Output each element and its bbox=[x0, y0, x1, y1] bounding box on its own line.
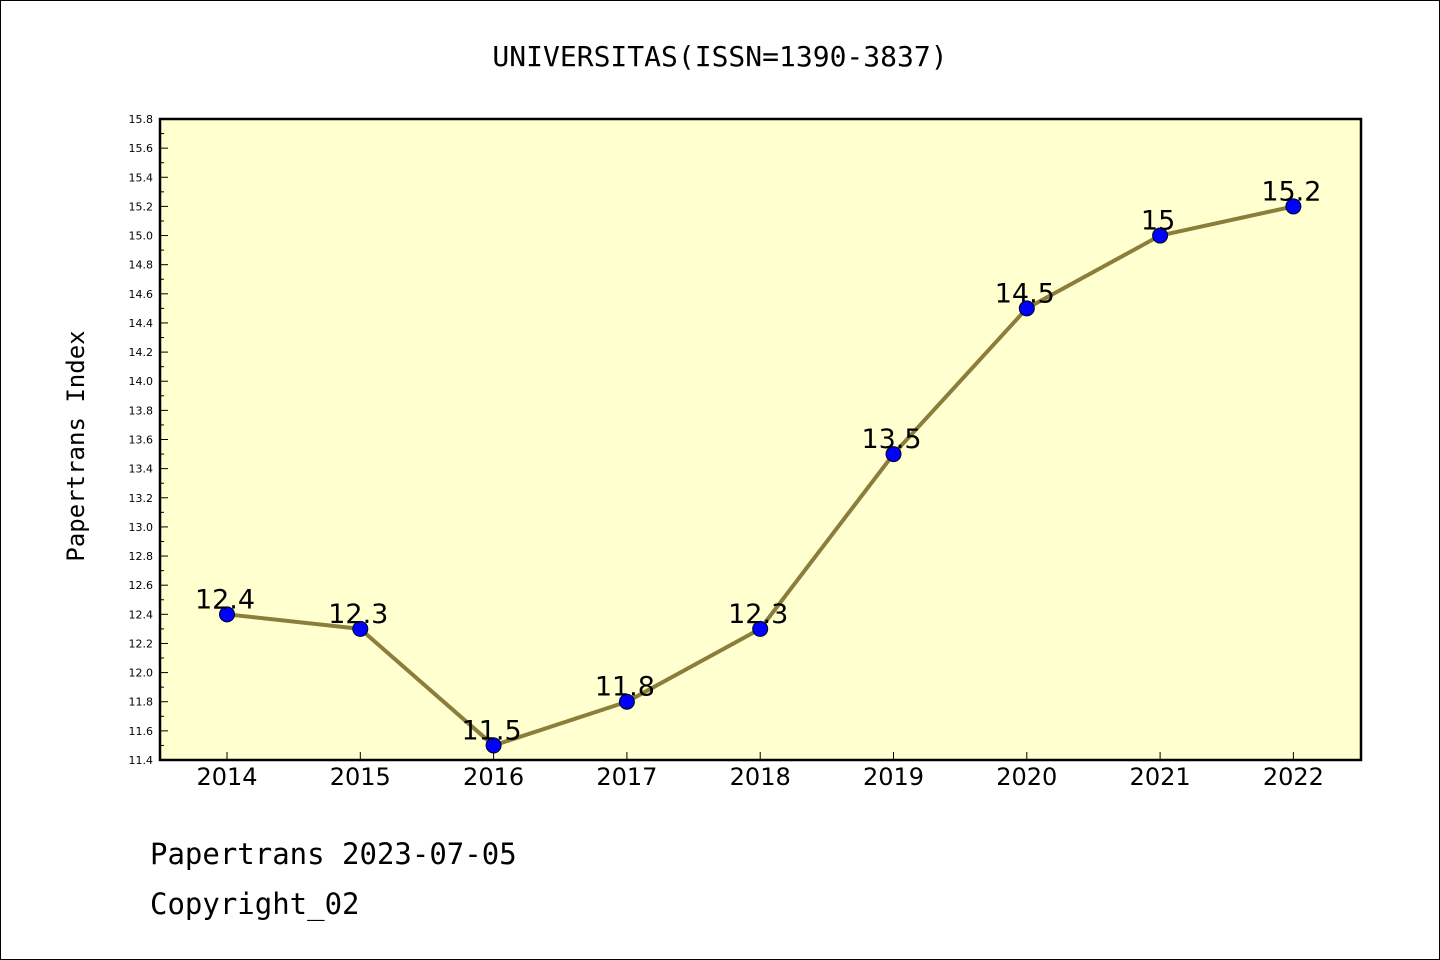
y-tick-label: 12.4 bbox=[129, 608, 154, 621]
y-tick-label: 13.2 bbox=[129, 492, 154, 505]
y-tick-label: 13.6 bbox=[129, 434, 154, 447]
y-tick-label: 14.2 bbox=[129, 346, 154, 359]
data-label: 12.3 bbox=[728, 599, 788, 630]
x-tick-label: 2014 bbox=[196, 763, 257, 791]
y-tick-label: 12.2 bbox=[129, 637, 154, 650]
data-label: 11.5 bbox=[462, 715, 522, 746]
data-point bbox=[1018, 300, 1035, 317]
x-tick-label: 2018 bbox=[730, 763, 791, 791]
x-tick-label: 2017 bbox=[596, 763, 657, 791]
y-tick-label: 15.6 bbox=[129, 142, 154, 155]
y-tick-label: 15.2 bbox=[129, 200, 154, 213]
x-tick-label: 2015 bbox=[330, 763, 391, 791]
data-label: 15.2 bbox=[1261, 176, 1321, 207]
plot-area bbox=[158, 117, 1363, 762]
y-tick-label: 12.0 bbox=[129, 667, 154, 680]
y-tick-label: 12.6 bbox=[129, 579, 154, 592]
y-tick-label: 13.4 bbox=[129, 463, 154, 476]
data-label: 15 bbox=[1141, 206, 1175, 237]
data-point bbox=[219, 606, 235, 623]
data-point bbox=[752, 620, 769, 637]
data-point bbox=[1152, 227, 1169, 244]
data-label: 12.4 bbox=[195, 584, 255, 615]
data-point bbox=[885, 446, 902, 463]
data-label: 11.8 bbox=[595, 672, 655, 703]
y-axis: 11.4 11.6 11.8 12.0 12.2 12.4 12.6 12.8 13.0 13.2… bbox=[129, 113, 168, 767]
data-point bbox=[352, 620, 369, 637]
x-tick-label: 2016 bbox=[463, 763, 524, 791]
data-label: 12.3 bbox=[328, 599, 388, 630]
x-tick-label: 2021 bbox=[1130, 763, 1191, 791]
x-tick-label: 2022 bbox=[1263, 763, 1324, 791]
y-tick-label: 14.4 bbox=[129, 317, 154, 330]
data-label: 13.5 bbox=[861, 424, 921, 455]
data-labels: 12.4 12.3 11.5 11.8 12.3 13.5 14.5 15 15.2 bbox=[195, 176, 1322, 746]
data-markers bbox=[219, 198, 1302, 754]
y-tick-label: 13.0 bbox=[129, 521, 154, 534]
y-tick-label: 14.8 bbox=[129, 259, 154, 272]
y-tick-label: 11.6 bbox=[129, 725, 154, 738]
y-axis-label: Papertrans Index bbox=[62, 330, 90, 561]
data-point bbox=[1285, 198, 1302, 215]
y-tick-label: 11.8 bbox=[129, 696, 154, 709]
y-tick-label: 15.8 bbox=[129, 113, 154, 126]
y-tick-label: 14.0 bbox=[129, 375, 154, 388]
y-tick-label: 15.0 bbox=[129, 230, 154, 243]
data-label: 14.5 bbox=[995, 278, 1055, 309]
footer-copyright: Copyright_02 bbox=[150, 887, 360, 922]
data-point bbox=[618, 693, 635, 710]
x-axis: 2014 2015 2016 2017 2018 2019 2020 2021 2022 bbox=[196, 752, 1324, 791]
y-tick-label: 12.8 bbox=[129, 550, 154, 563]
chart-title: UNIVERSITAS(ISSN=1390-3837) bbox=[492, 40, 947, 73]
y-tick-label: 11.4 bbox=[129, 754, 154, 767]
y-tick-label: 15.4 bbox=[129, 171, 154, 184]
y-tick-label: 13.8 bbox=[129, 404, 154, 417]
data-point bbox=[485, 737, 502, 754]
footer-date: Papertrans 2023-07-05 bbox=[150, 837, 517, 871]
y-tick-label: 14.6 bbox=[129, 288, 154, 301]
x-tick-label: 2019 bbox=[863, 763, 924, 791]
x-tick-label: 2020 bbox=[996, 763, 1057, 791]
